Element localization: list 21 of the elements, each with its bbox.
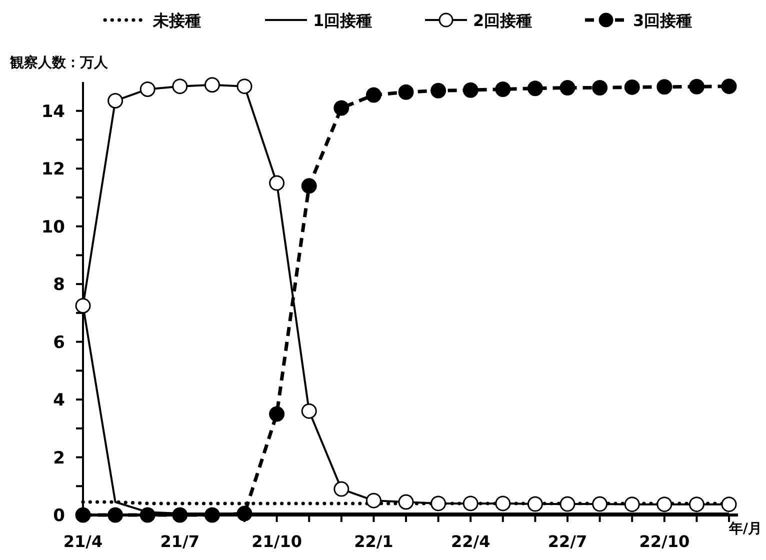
y-tick-label: 4 [53,390,66,411]
x-tick-label: 22/7 [548,532,588,551]
legend-label: 未接種 [152,11,201,30]
legend-label: 3回接種 [633,11,692,30]
y-axis-title: 観察人数：万人 [9,54,109,71]
x-tick-label: 22/4 [450,532,490,551]
y-tick-label: 2 [53,448,65,468]
x-axis-title: 年/月 [728,521,762,537]
x-tick-label: 21/4 [63,532,103,551]
x-tick-label: 22/1 [354,532,394,551]
legend-label: 2回接種 [473,11,532,30]
y-tick-label: 14 [41,102,66,122]
x-tick-label: 21/7 [160,532,200,551]
x-tick-label: 21/10 [252,532,302,551]
y-tick-label: 0 [53,506,66,526]
x-tick-label: 22/10 [639,532,690,551]
y-tick-label: 6 [53,332,65,353]
legend-label: 1回接種 [313,11,372,30]
y-tick-label: 10 [41,217,66,238]
y-tick-label: 12 [41,160,65,180]
y-tick-label: 8 [53,275,65,296]
